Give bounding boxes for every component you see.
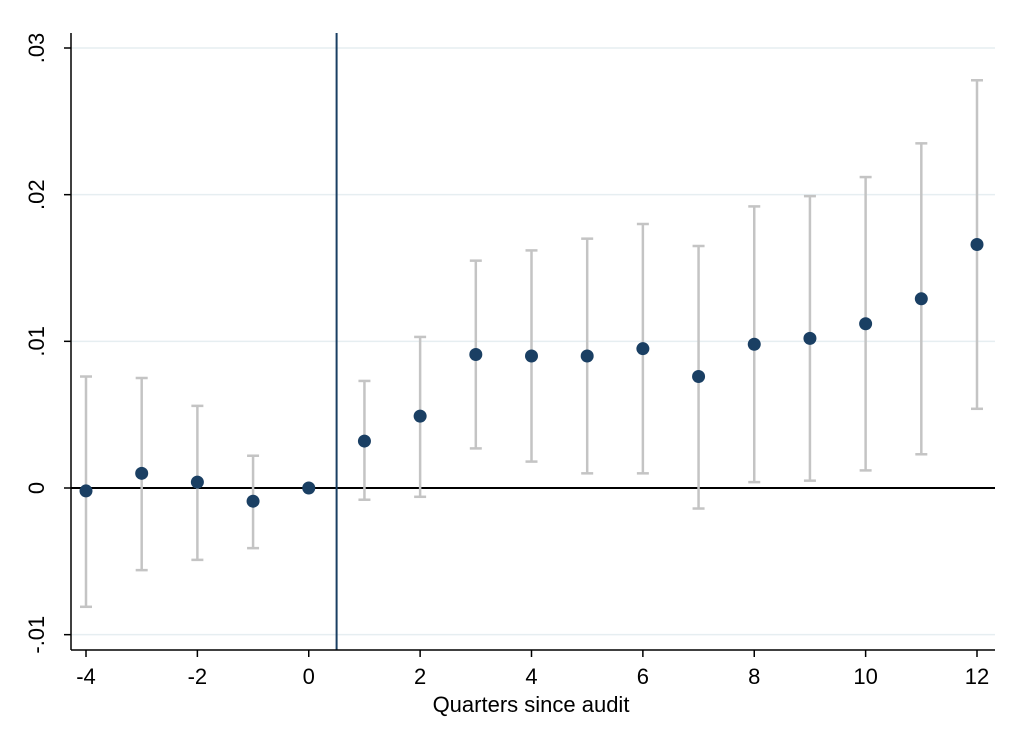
- data-point-15: [914, 292, 928, 306]
- x-axis-title: Quarters since audit: [433, 692, 630, 717]
- x-tick-label-6: 8: [748, 664, 760, 689]
- x-tick-label-2: 0: [303, 664, 315, 689]
- y-tick-label-4: .03: [24, 33, 49, 64]
- y-tick-label-3: .02: [24, 179, 49, 210]
- data-point-12: [747, 337, 761, 351]
- data-point-4: [302, 481, 316, 495]
- data-point-10: [636, 342, 650, 356]
- gridlines: [71, 47, 995, 636]
- data-point-9: [580, 349, 594, 363]
- error-bars: [80, 79, 983, 609]
- data-point-11: [692, 370, 706, 384]
- data-points: [79, 238, 984, 508]
- axes: -.01 0 .01 .02 .03 -4 -2 0 2 4 6 8 10 12: [24, 33, 995, 689]
- x-tick-label-7: 10: [853, 664, 877, 689]
- x-tick-label-5: 6: [637, 664, 649, 689]
- x-tick-label-3: 2: [414, 664, 426, 689]
- data-point-6: [413, 409, 427, 423]
- data-point-2: [190, 475, 204, 489]
- data-point-0: [79, 484, 93, 498]
- x-tick-label-4: 4: [525, 664, 537, 689]
- x-tick-label-1: -2: [188, 664, 208, 689]
- data-point-5: [357, 434, 371, 448]
- y-tick-label-2: .01: [24, 326, 49, 357]
- data-point-8: [525, 349, 538, 363]
- data-point-14: [859, 317, 873, 331]
- x-tick-label-8: 12: [965, 664, 989, 689]
- data-point-1: [135, 466, 149, 480]
- data-point-16: [970, 238, 984, 252]
- data-point-13: [803, 331, 817, 345]
- reference-lines: [71, 33, 995, 650]
- x-tick-label-0: -4: [76, 664, 96, 689]
- y-tick-label-0: -.01: [24, 616, 49, 654]
- data-point-7: [469, 348, 483, 362]
- data-point-3: [246, 494, 260, 508]
- y-tick-label-1: 0: [24, 482, 49, 494]
